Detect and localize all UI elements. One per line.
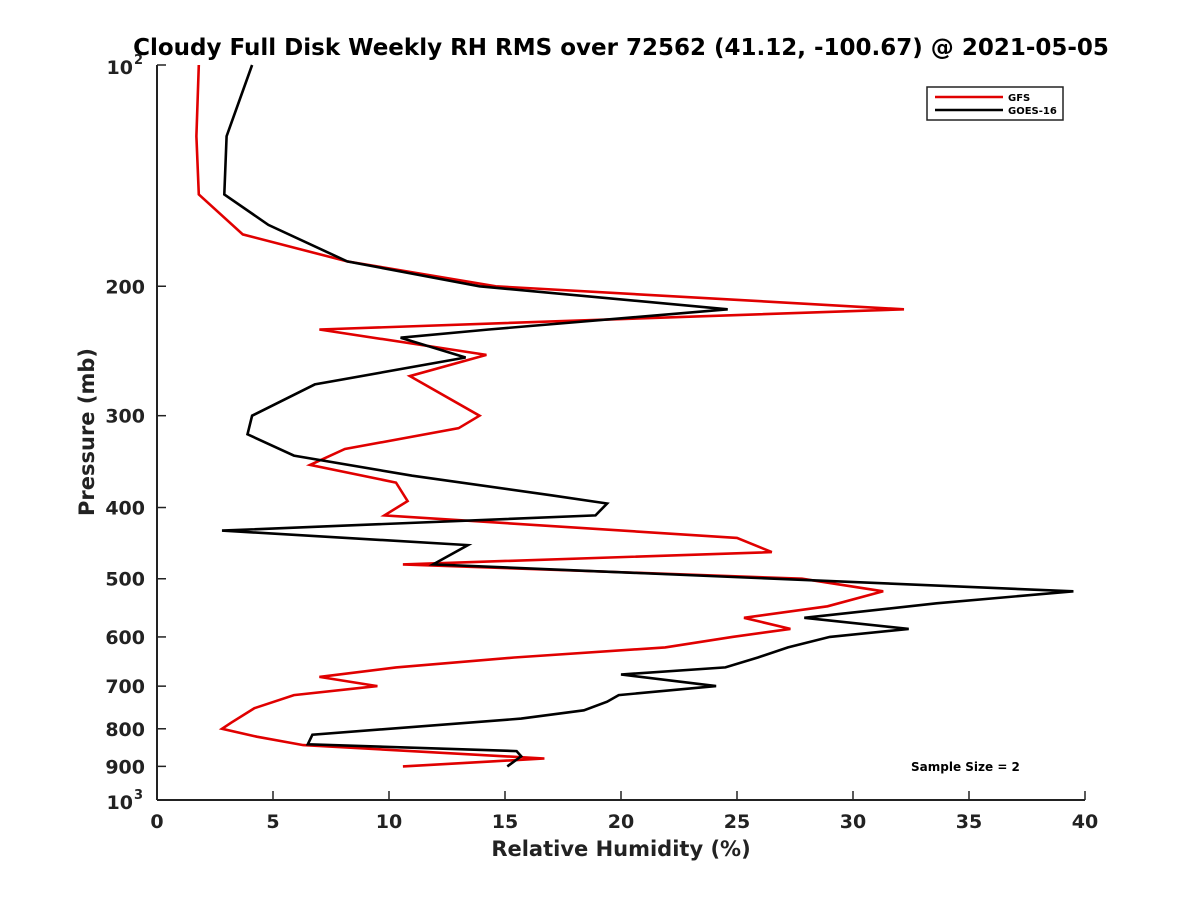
y-tick-label-exponent: 3 [134, 788, 143, 803]
x-axis-label: Relative Humidity (%) [491, 837, 750, 861]
x-tick-label: 25 [724, 811, 750, 833]
legend-box [926, 86, 1064, 121]
y-tick-label-base: 10 [107, 792, 133, 814]
x-tick-label: 35 [956, 811, 982, 833]
y-tick-label: 900 [105, 756, 145, 778]
x-tick-label: 5 [266, 811, 279, 833]
legend: GFS GOES-16 [926, 86, 1064, 121]
series-layer [195, 64, 1074, 768]
series-line-goes-16 [221, 64, 1074, 768]
x-tick-label: 40 [1072, 811, 1098, 833]
y-tick-label-base: 10 [107, 57, 133, 79]
y-tick-label: 800 [105, 719, 145, 741]
y-tick-label: 600 [105, 627, 145, 649]
y-tick-label: 700 [105, 676, 145, 698]
y-tick-label: 400 [105, 498, 145, 520]
legend-label-gfs: GFS [1008, 93, 1030, 104]
x-tick-label: 0 [150, 811, 163, 833]
y-tick-label-exponent: 2 [134, 53, 143, 68]
sample-size-annotation: Sample Size = 2 [911, 760, 1020, 774]
legend-label-goes-16: GOES-16 [1008, 106, 1057, 117]
y-tick-label: 200 [105, 276, 145, 298]
x-axis-ticks: 0 5 10 15 20 25 30 35 40 [150, 791, 1098, 833]
x-tick-label: 20 [608, 811, 634, 833]
y-axis-label: Pressure (mb) [75, 348, 99, 516]
series-line-gfs [195, 64, 905, 768]
chart-title: Cloudy Full Disk Weekly RH RMS over 7256… [133, 35, 1109, 61]
y-tick-label: 500 [105, 569, 145, 591]
x-tick-label: 10 [376, 811, 402, 833]
x-tick-label: 30 [840, 811, 866, 833]
plot-frame [156, 65, 1085, 801]
y-tick-label: 300 [105, 406, 145, 428]
x-tick-label: 15 [492, 811, 518, 833]
